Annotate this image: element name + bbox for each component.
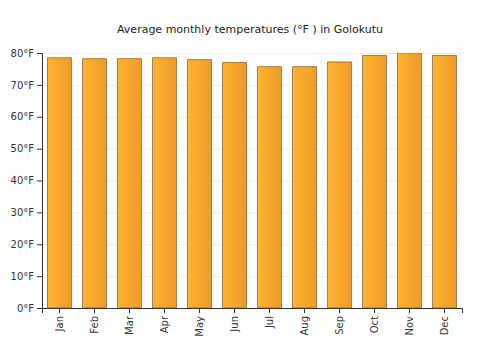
tick: Mar bbox=[124, 308, 135, 335]
tick-label: 30°F bbox=[11, 207, 35, 218]
tick-mark bbox=[129, 308, 130, 313]
tick-label: 0°F bbox=[17, 303, 34, 314]
tick-mark bbox=[37, 117, 42, 118]
plot: 0°F 10°F 20°F 30°F 40°F 50°F 60°F 70°F 80°F Jan Fe… bbox=[11, 48, 463, 337]
tick: Feb bbox=[89, 308, 100, 334]
bar bbox=[328, 62, 352, 308]
bar bbox=[188, 60, 212, 308]
tick: Apr bbox=[159, 308, 170, 333]
tick-mark bbox=[409, 308, 410, 313]
tick-mark bbox=[37, 85, 42, 86]
tick-label: Jan bbox=[54, 316, 65, 332]
tick-mark bbox=[59, 308, 60, 313]
tick-label: 80°F bbox=[11, 48, 35, 59]
tick-mark bbox=[339, 308, 340, 313]
chart: 0°F 10°F 20°F 30°F 40°F 50°F 60°F 70°F 80°F Jan Fe… bbox=[0, 0, 500, 350]
tick-label: Mar bbox=[124, 315, 135, 335]
tick-mark bbox=[37, 308, 42, 309]
tick: Jun bbox=[229, 308, 240, 333]
bar bbox=[398, 53, 422, 308]
tick-mark bbox=[269, 308, 270, 313]
tick-label: 70°F bbox=[11, 80, 35, 91]
tick: May bbox=[194, 308, 205, 337]
tick-mark bbox=[444, 308, 445, 313]
tick-label: 10°F bbox=[11, 271, 35, 282]
tick-mark bbox=[374, 308, 375, 313]
bar bbox=[83, 59, 107, 308]
tick-label: May bbox=[194, 316, 205, 337]
tick-mark bbox=[234, 308, 235, 313]
tick-label: Jul bbox=[264, 316, 275, 329]
tick: Oct bbox=[369, 308, 380, 333]
tick-label: Feb bbox=[89, 316, 100, 334]
tick: 70°F bbox=[11, 80, 42, 91]
tick-mark bbox=[94, 308, 95, 313]
tick-mark bbox=[37, 181, 42, 182]
bar bbox=[258, 67, 282, 308]
tick-label: Nov bbox=[404, 316, 415, 336]
title: Average monthly temperatures (°F ) in Go… bbox=[117, 23, 383, 36]
bars bbox=[48, 53, 457, 308]
tick-mark bbox=[37, 276, 42, 277]
tick: Jan bbox=[54, 308, 65, 332]
tick-label: Aug bbox=[299, 316, 310, 336]
tick: 40°F bbox=[11, 175, 42, 186]
tick-mark bbox=[37, 149, 42, 150]
bar bbox=[433, 56, 457, 308]
grid bbox=[42, 54, 462, 309]
tick: 80°F bbox=[11, 48, 42, 59]
tick: 60°F bbox=[11, 111, 42, 122]
tick: Jul bbox=[264, 308, 275, 329]
tick-label: 40°F bbox=[11, 175, 35, 186]
tick-label: 20°F bbox=[11, 239, 35, 250]
tick-label: Sep bbox=[334, 316, 345, 335]
tick: Dec bbox=[439, 308, 450, 335]
bar bbox=[363, 56, 387, 308]
tick-label: 50°F bbox=[11, 143, 35, 154]
tick: 0°F bbox=[17, 303, 42, 314]
axis-line bbox=[37, 54, 43, 309]
tick: Aug bbox=[299, 308, 310, 336]
bar bbox=[153, 58, 177, 308]
tick-mark bbox=[199, 308, 200, 313]
bar bbox=[48, 58, 72, 308]
tick-label: Oct bbox=[369, 316, 380, 333]
y-axis: 0°F 10°F 20°F 30°F 40°F 50°F 60°F 70°F 80°F bbox=[11, 48, 43, 314]
bar bbox=[293, 67, 317, 308]
tick-label: 60°F bbox=[11, 111, 35, 122]
x-axis: Jan Feb Mar Apr May Jun Jul Aug Sep Oct Nov Dec bbox=[43, 308, 463, 337]
tick-mark bbox=[164, 308, 165, 313]
tick-mark bbox=[37, 212, 42, 213]
tick-mark bbox=[37, 244, 42, 245]
bar bbox=[118, 59, 142, 308]
tick-label: Dec bbox=[439, 316, 450, 335]
tick-mark bbox=[304, 308, 305, 313]
tick: 10°F bbox=[11, 271, 42, 282]
axis-line bbox=[43, 309, 463, 314]
tick-label: Apr bbox=[159, 315, 170, 333]
bar bbox=[223, 63, 247, 308]
tick-mark bbox=[37, 53, 42, 54]
tick: Sep bbox=[334, 308, 345, 335]
tick: Nov bbox=[404, 308, 415, 336]
tick: 20°F bbox=[11, 239, 42, 250]
tick: 50°F bbox=[11, 143, 42, 154]
tick-label: Jun bbox=[229, 316, 240, 333]
tick: 30°F bbox=[11, 207, 42, 218]
